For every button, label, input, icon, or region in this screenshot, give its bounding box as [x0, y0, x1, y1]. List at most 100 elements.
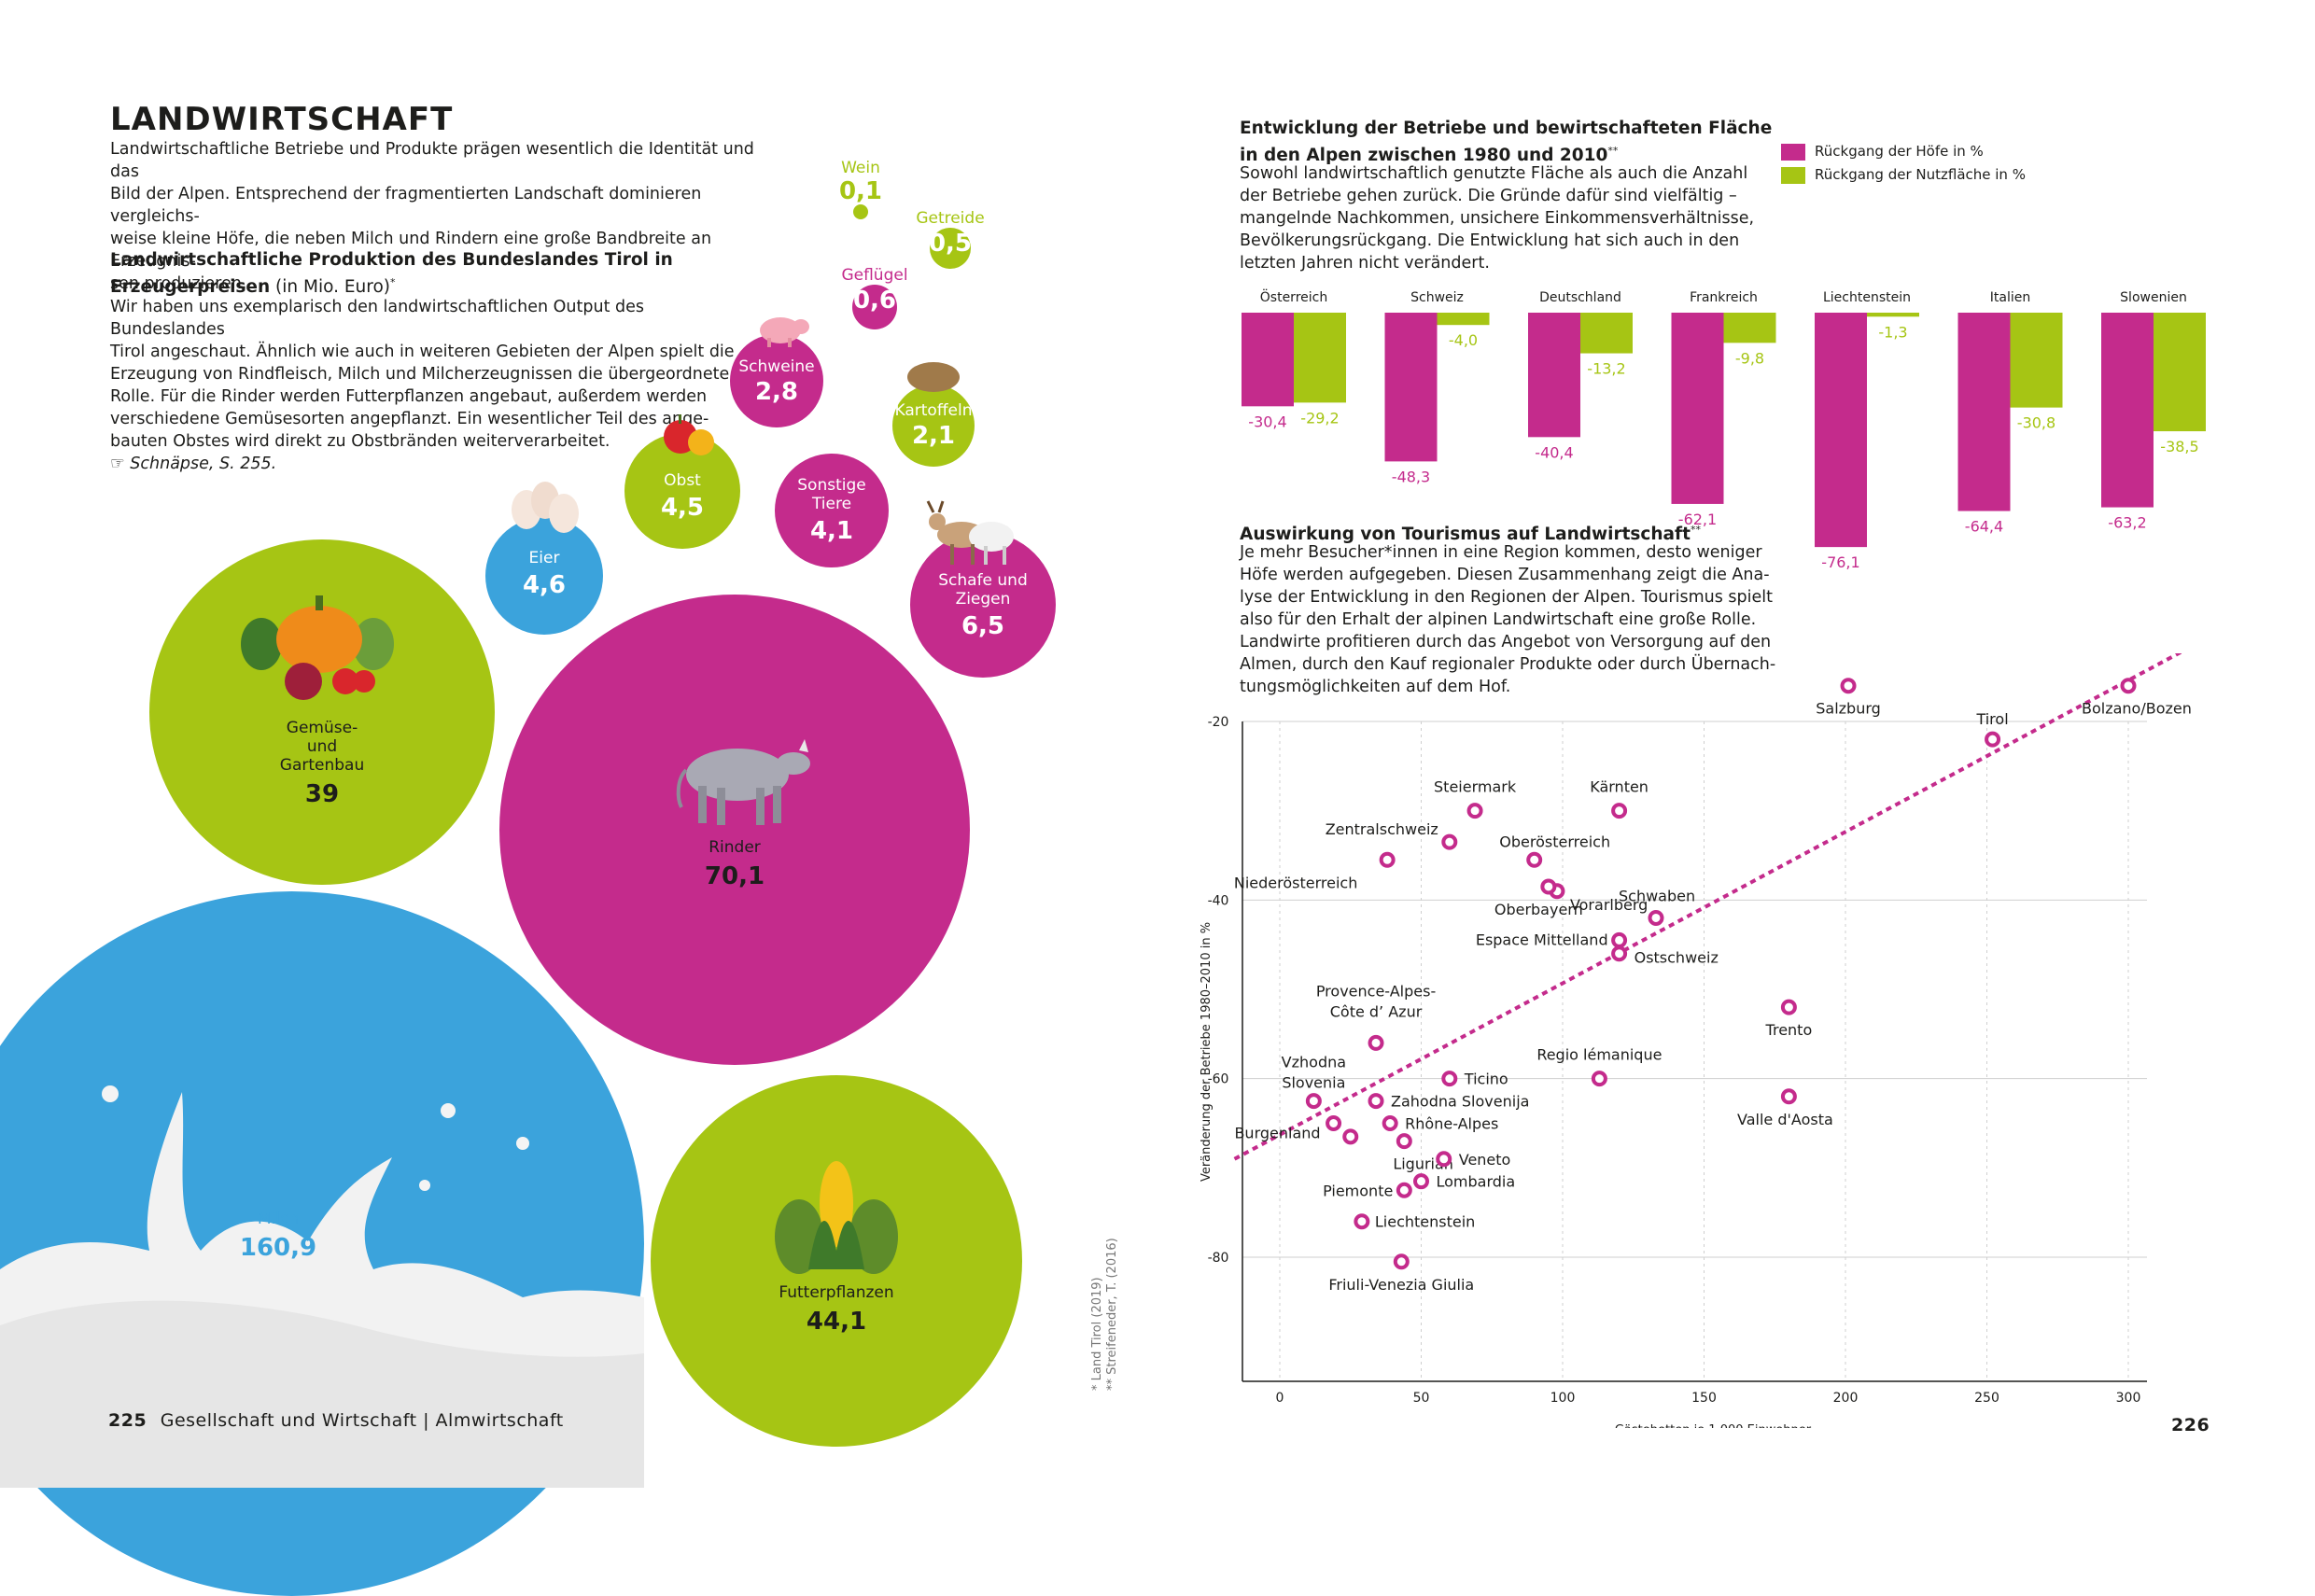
- bubble-label-text: Schweine: [738, 357, 815, 376]
- bar: [1867, 313, 1919, 317]
- scatter-point: [1611, 931, 1628, 948]
- left-footer: 225 Gesellschaft und Wirtschaft | Almwir…: [108, 1410, 564, 1431]
- scatter-point: [1305, 1093, 1322, 1110]
- bubble-label: Milch 160,9: [185, 1210, 372, 1262]
- scatter-point-label: Salzburg: [1816, 700, 1881, 718]
- scatter-point: [2120, 678, 2137, 694]
- text-line: mangelnde Nachkommen, unsichere Einkomme…: [1240, 209, 1755, 228]
- bar-category-label: Italien: [1990, 290, 2030, 305]
- scatter-point-label: Provence-Alpes-Côte d’ Azur: [1316, 982, 1436, 1020]
- bubble-label: Futterpflanzen 44,1: [743, 1283, 930, 1336]
- intro-line: Bild der Alpen. Entsprechend der fragmen…: [110, 185, 702, 226]
- bubble-label-text: Milch: [257, 1210, 300, 1228]
- pig-icon: [760, 317, 809, 347]
- footnote-mark: **: [1690, 524, 1701, 536]
- y-tick-label: -60: [1208, 1072, 1229, 1087]
- corn-icon: [775, 1161, 898, 1274]
- scatter-point-label: Piemonte: [1323, 1182, 1393, 1199]
- body-line: verschiedene Gemüsesorten angepflanzt. E…: [110, 410, 709, 428]
- bar-category-label: Slowenien: [2120, 290, 2187, 305]
- x-tick-label: 250: [1974, 1391, 1999, 1406]
- bar-value-label: -30,8: [2017, 414, 2055, 432]
- scatter-point: [1611, 945, 1628, 962]
- bar-value-label: -76,1: [1821, 553, 1859, 569]
- x-tick-label: 200: [1833, 1391, 1859, 1406]
- intro-text: Landwirtschaftliche Betriebe und Produkt…: [110, 138, 764, 295]
- bubble-schafe-ziegen: [910, 532, 1056, 678]
- bubble-label-text: Schafe und Ziegen: [938, 571, 1028, 609]
- text-line: letzten Jahren nicht verändert.: [1240, 254, 1490, 273]
- bubble-label: Schweine 2,8: [730, 357, 823, 406]
- bar-legend: Rückgang der Höfe in % Rückgang der Nutz…: [1781, 140, 2026, 187]
- bubble-value: 2,1: [911, 422, 956, 450]
- bubble-value: 160,9: [239, 1234, 317, 1262]
- bubble-eier: [485, 517, 603, 635]
- scatter-chart: -20 -40 -60 -80 0 50 100 150 200 250 300 Gästebette…: [1200, 653, 2192, 1428]
- footer-text: Gesellschaft und Wirtschaft | Almwirtsch…: [160, 1410, 564, 1431]
- text-line: Je mehr Besucher*innen in eine Region ko…: [1240, 543, 1762, 562]
- scatter-point-label: Liechtenstein: [1375, 1213, 1475, 1231]
- bubble-wein: [853, 204, 868, 219]
- bubble-label: Getreide 0,5: [904, 209, 997, 258]
- scatter-point: [1396, 1182, 1412, 1198]
- scatter-point-label: Espace Mittelland: [1476, 931, 1608, 948]
- bubble-sonstige-tiere: [775, 454, 889, 567]
- y-tick-label: -80: [1208, 1251, 1229, 1266]
- trendline: [1233, 653, 2183, 1161]
- body-line: Wir haben uns exemplarisch den landwirts…: [110, 298, 644, 339]
- bar-value-label: -38,5: [2160, 438, 2198, 455]
- intro-line: sen produzieren.: [110, 274, 247, 293]
- crossref[interactable]: ☞ Schnäpse, S. 255.: [110, 453, 745, 475]
- bar-value-label: -29,2: [1300, 409, 1339, 427]
- milk-splash-icon: [0, 1085, 644, 1488]
- bubble-label: Obst 4,5: [636, 471, 729, 522]
- scatter-point-label: Valle d'Aosta: [1737, 1111, 1833, 1128]
- bar-category-label: Liechtenstein: [1823, 290, 1911, 305]
- bubble-value: 2,8: [754, 378, 799, 406]
- bubble-label: Wein 0,1: [814, 159, 907, 205]
- bar-category-label: Schweiz: [1410, 290, 1464, 305]
- legend-item: Rückgang der Höfe in %: [1781, 140, 2026, 163]
- bar: [1957, 313, 2011, 511]
- x-tick-label: 300: [2116, 1391, 2141, 1406]
- legend-label: Rückgang der Höfe in %: [1815, 143, 1984, 160]
- body-line: Rolle. Für die Rinder werden Futterpflan…: [110, 387, 708, 406]
- bar: [2010, 313, 2063, 408]
- heading-line: Entwicklung der Betriebe und bewirtschaf…: [1240, 119, 1773, 138]
- scatter-point-label: Zahodna Slovenija: [1391, 1093, 1529, 1111]
- bar: [1528, 313, 1580, 438]
- scatter-point: [1780, 1088, 1797, 1105]
- body-line: Tirol angeschaut. Ähnlich wie auch in we…: [110, 343, 735, 361]
- text-line: Almen, durch den Kauf regionaler Produkt…: [1240, 655, 1776, 674]
- source-line: ** Streifeneder, T. (2016): [1105, 1238, 1119, 1391]
- bar: [1723, 313, 1776, 343]
- bar: [1437, 313, 1490, 326]
- bubble-value: 44,1: [806, 1308, 867, 1336]
- x-tick-label: 50: [1413, 1391, 1430, 1406]
- heading-line: Landwirtschaftliche Produktion des Bunde…: [110, 250, 673, 270]
- page-title: LANDWIRTSCHAFT: [110, 101, 454, 138]
- scatter-point-label: Friuli-Venezia Giulia: [1328, 1276, 1474, 1294]
- bar-value-label: -1,3: [1878, 323, 1907, 341]
- vegetables-icon: [241, 595, 394, 700]
- text-line: der Betriebe gehen zurück. Die Gründe da…: [1240, 187, 1737, 205]
- scatter-point-label: Ticino: [1464, 1071, 1508, 1088]
- scatter-point: [1354, 1213, 1370, 1230]
- bubble-schweine: [730, 334, 823, 427]
- scatter-point: [1441, 833, 1458, 850]
- x-tick-label: 100: [1550, 1391, 1576, 1406]
- body-line: Erzeugung von Rindfleisch, Milch und Mil…: [110, 365, 730, 384]
- bubble-label: Sonstige Tiere 4,1: [785, 476, 878, 545]
- legend-label: Rückgang der Nutzfläche in %: [1815, 166, 2026, 183]
- text-line: tungsmöglichkeiten auf dem Hof.: [1240, 678, 1511, 696]
- bubble-kartoffeln: [892, 385, 975, 467]
- bubble-label: Eier 4,6: [498, 549, 591, 599]
- bar: [1580, 313, 1633, 354]
- scatter-point-label: Veneto: [1459, 1151, 1511, 1169]
- text-line: also für den Erhalt der alpinen Landwirt…: [1240, 610, 1757, 629]
- bubble-label-text: Geflügel: [841, 266, 908, 285]
- bar-value-label: -48,3: [1392, 468, 1430, 485]
- bubble-label: Kartoffeln 2,1: [887, 401, 980, 450]
- crossref-text[interactable]: Schnäpse, S. 255.: [130, 455, 277, 473]
- bar-value-label: -30,4: [1248, 413, 1286, 430]
